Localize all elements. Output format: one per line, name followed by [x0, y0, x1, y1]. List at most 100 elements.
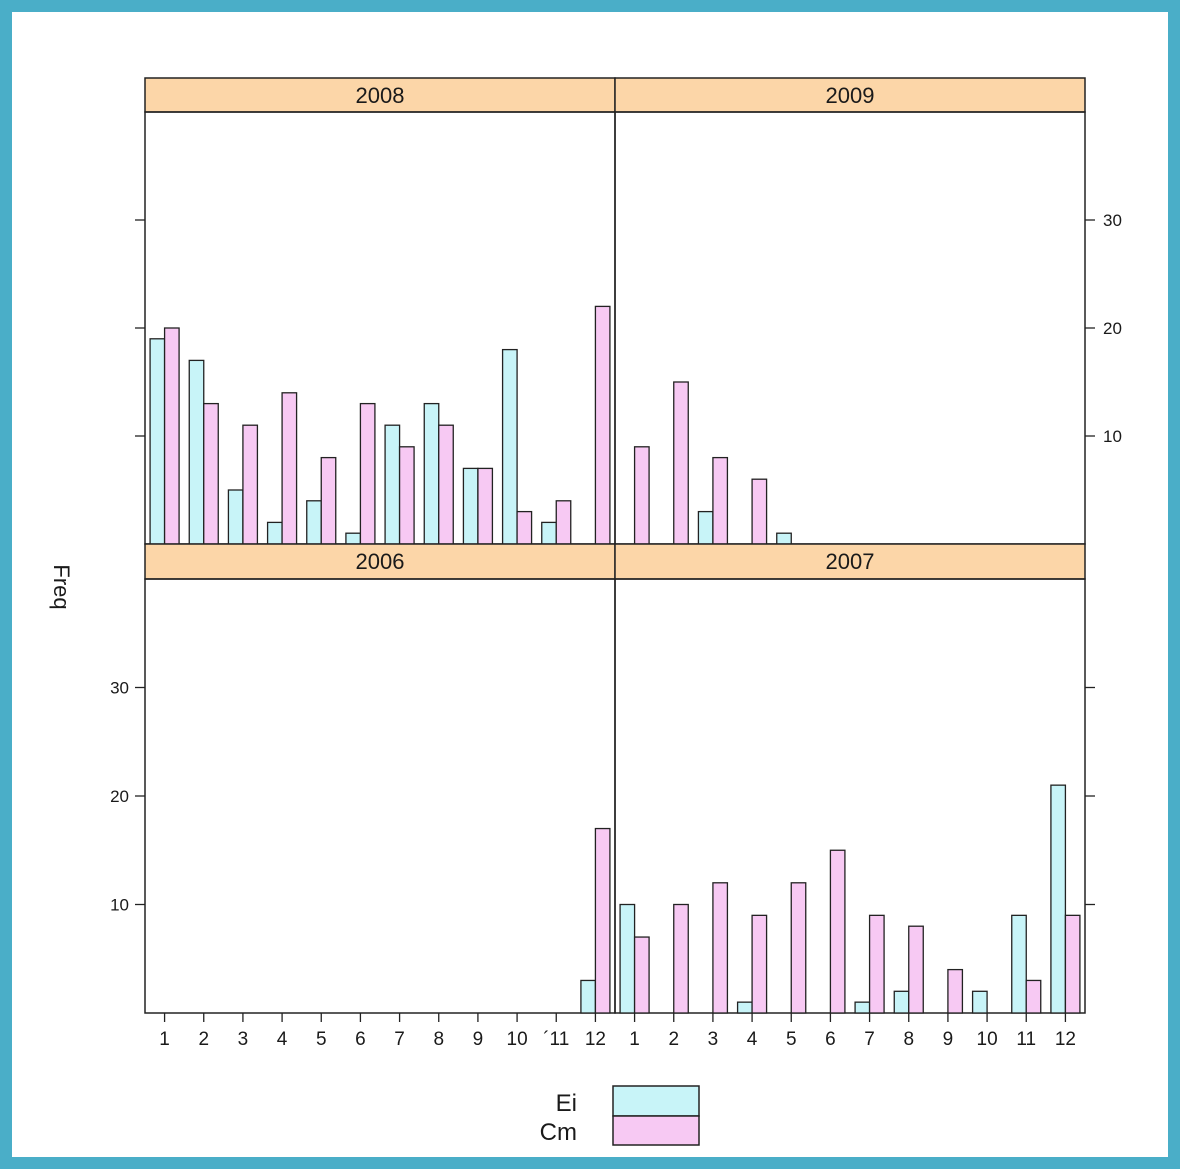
xtick-label-2006-1: 1: [159, 1029, 170, 1050]
bar-2008-cm-7: [398, 446, 415, 545]
panel-2008: 2008: [144, 77, 616, 545]
y-axis-title: Freq: [49, 564, 74, 609]
bar-2008-cm-5: [320, 456, 337, 545]
bar-2008-cm-11: [555, 500, 572, 545]
bar-2008-ei-5: [306, 500, 322, 545]
bar-2009-ei-3: [697, 510, 714, 545]
xtick-label-2006-7: 7: [394, 1029, 405, 1050]
ytick-label-right-10: 10: [1103, 427, 1122, 446]
ytick-label-left-20: 20: [110, 787, 129, 806]
panel-strip-2007: [614, 543, 1086, 580]
panel-title-2009: 2009: [826, 83, 875, 108]
bar-2008-cm-10: [516, 510, 533, 545]
bar-2007-cm-4: [751, 914, 768, 1014]
bar-2008-cm-2: [203, 402, 219, 545]
bar-2007-cm-3: [712, 882, 729, 1014]
panel-2007: 2007: [614, 543, 1086, 1014]
bar-2008-ei-1: [149, 338, 166, 545]
xtick-label-2007-8: 8: [903, 1029, 914, 1050]
bar-2008-ei-6: [345, 532, 362, 545]
xtick-label-2007-3: 3: [708, 1029, 719, 1050]
xtick-label-2006-6: 6: [355, 1029, 366, 1050]
panel-2006: 2006: [144, 543, 616, 1014]
bar-2007-cm-6: [829, 849, 846, 1014]
bar-2008-ei-9: [462, 467, 479, 545]
bar-2007-cm-1: [633, 936, 650, 1014]
bar-2007-ei-11: [1011, 914, 1027, 1014]
bar-2008-ei-7: [384, 424, 401, 545]
xtick-label-2006-2: 2: [198, 1029, 209, 1050]
bar-2009-cm-3: [712, 456, 729, 545]
bar-2007-cm-12: [1064, 914, 1081, 1014]
ytick-label-left-30: 30: [110, 679, 129, 698]
bar-2009-ei-5: [776, 532, 792, 545]
panel-2009: 2009: [614, 77, 1086, 545]
bar-2007-ei-4: [736, 1001, 753, 1014]
xtick-label-2007-12: 12: [1055, 1029, 1076, 1050]
bar-2008-cm-6: [359, 402, 376, 545]
bar-2009-cm-2: [673, 381, 689, 545]
ytick-label-right-20: 20: [1103, 319, 1122, 338]
chart-frame: 2008 2009 2006 2007 10 10 20 20 30 30 1 2 3 4 5 6 7 8 9 10 ´…: [12, 12, 1168, 1157]
legend: Ei Cm: [540, 1085, 700, 1146]
bar-2007-cm-8: [908, 925, 924, 1014]
bar-2007-ei-8: [893, 990, 910, 1014]
xtick-label-2006-11: ´11: [543, 1029, 569, 1050]
panel-frame-2006: [144, 578, 616, 1014]
xtick-label-2007-2: 2: [668, 1029, 679, 1050]
xtick-label-2007-5: 5: [786, 1029, 797, 1050]
bar-2008-cm-4: [281, 392, 298, 545]
bar-2008-ei-4: [266, 521, 283, 545]
legend-swatch-ei: [612, 1085, 700, 1117]
bar-2008-ei-10: [501, 348, 518, 545]
bar-2008-cm-3: [242, 424, 259, 545]
xtick-label-2006-5: 5: [316, 1029, 327, 1050]
xtick-label-2007-1: 1: [629, 1029, 640, 1050]
xtick-label-2006-9: 9: [473, 1029, 484, 1050]
xtick-label-2006-10: 10: [507, 1029, 528, 1050]
xtick-label-2007-6: 6: [825, 1029, 836, 1050]
bar-2007-cm-5: [790, 882, 807, 1014]
bar-2007-cm-11: [1025, 979, 1042, 1014]
legend-swatch-cm: [612, 1115, 700, 1146]
bar-2007-ei-7: [854, 1001, 871, 1014]
bar-2007-cm-9: [947, 968, 964, 1014]
bar-2008-cm-9: [477, 467, 494, 545]
panel-strip-2008: [144, 77, 616, 113]
panel-strip-2006: [144, 543, 616, 580]
panel-title-2007: 2007: [826, 549, 875, 574]
panel-title-2008: 2008: [356, 83, 405, 108]
xtick-label-2007-4: 4: [747, 1029, 758, 1050]
bar-2009-cm-1: [633, 446, 650, 545]
bar-2007-ei-12: [1050, 784, 1067, 1014]
bar-2007-cm-7: [868, 914, 885, 1014]
legend-label-cm: Cm: [540, 1119, 577, 1146]
xtick-label-2006-8: 8: [433, 1029, 444, 1050]
xtick-label-2006-12: 12: [585, 1029, 606, 1050]
xtick-label-2007-10: 10: [977, 1029, 998, 1050]
panel-strip-2009: [614, 77, 1086, 113]
ytick-label-right-30: 30: [1103, 211, 1122, 230]
bar-2007-cm-2: [673, 903, 689, 1014]
ytick-label-left-10: 10: [110, 896, 129, 915]
bar-2008-ei-8: [423, 402, 440, 545]
bar-2007-ei-10: [971, 990, 988, 1014]
xtick-label-2006-4: 4: [277, 1029, 288, 1050]
bar-2008-cm-8: [438, 424, 454, 545]
bar-2006-ei-12: [580, 979, 597, 1014]
bar-2008-cm-12: [594, 305, 611, 545]
bar-2008-ei-2: [188, 359, 205, 545]
bar-2008-ei-11: [541, 521, 557, 545]
xtick-label-2007-11: 11: [1016, 1029, 1036, 1050]
bar-2007-ei-1: [619, 903, 636, 1014]
bar-2009-cm-4: [751, 478, 768, 545]
xtick-label-2007-7: 7: [864, 1029, 875, 1050]
bar-2008-cm-1: [163, 327, 180, 545]
xtick-label-2007-9: 9: [943, 1029, 954, 1050]
xtick-label-2006-3: 3: [238, 1029, 249, 1050]
bar-2006-cm-12: [594, 827, 611, 1014]
bar-2008-ei-3: [227, 489, 244, 545]
panel-title-2006: 2006: [356, 549, 405, 574]
